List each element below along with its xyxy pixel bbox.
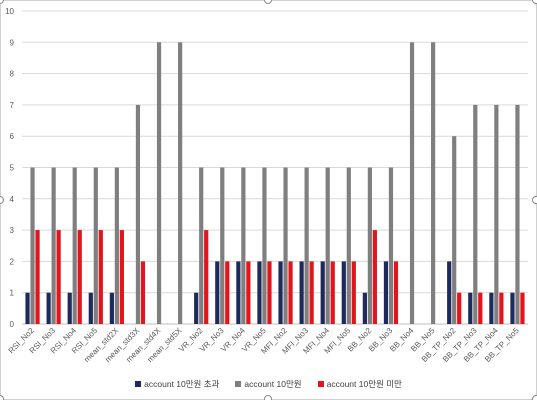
legend-label-over: account 10만원 초과 <box>144 379 220 389</box>
bar <box>30 167 35 324</box>
bar <box>383 261 389 324</box>
bar <box>299 261 304 324</box>
bar <box>309 261 314 324</box>
resize-handle[interactable] <box>264 0 272 4</box>
y-tick-label: 8 <box>10 70 15 79</box>
bar <box>409 42 415 325</box>
y-tick-label: 5 <box>10 164 15 173</box>
bar <box>278 261 283 324</box>
bar <box>156 42 162 325</box>
legend-label-equal: account 10만원 <box>244 379 302 389</box>
bar <box>452 136 457 324</box>
legend-item-equal: account 10만원 <box>235 378 302 390</box>
legend-swatch-under <box>317 381 324 387</box>
bar <box>320 261 325 324</box>
bar <box>51 167 56 324</box>
bar <box>77 230 82 324</box>
bar <box>178 42 183 325</box>
y-tick-label: 4 <box>10 195 15 204</box>
bar <box>494 104 499 325</box>
bar <box>478 292 483 324</box>
bar <box>225 261 230 324</box>
bar <box>267 261 272 324</box>
bar <box>220 167 225 324</box>
bar <box>431 42 436 325</box>
bar <box>288 261 293 324</box>
bar <box>346 167 351 324</box>
bar <box>199 167 204 324</box>
bar <box>135 104 141 325</box>
y-tick-label: 6 <box>10 132 15 141</box>
bar <box>56 230 61 324</box>
resize-handle[interactable] <box>264 395 272 400</box>
bar <box>204 230 209 324</box>
legend-item-over: account 10만원 초과 <box>135 378 219 390</box>
bar <box>330 261 335 324</box>
bar <box>457 292 462 324</box>
bar <box>510 292 515 324</box>
legend: account 10만원 초과 account 10만원 account 10만… <box>0 378 537 390</box>
legend-item-under: account 10만원 미만 <box>317 378 402 390</box>
y-tick-label: 7 <box>10 101 15 110</box>
bar <box>393 261 399 324</box>
bar <box>388 167 394 324</box>
resize-handle[interactable] <box>0 196 4 204</box>
bar <box>140 261 146 324</box>
bar <box>98 230 103 324</box>
bar <box>46 292 51 324</box>
bar <box>499 292 504 324</box>
bar <box>372 230 377 324</box>
bar <box>246 261 251 324</box>
bar <box>473 104 478 325</box>
bar <box>109 292 114 324</box>
bar <box>257 261 262 324</box>
bar <box>515 104 520 325</box>
bar <box>194 292 199 324</box>
resize-handle[interactable] <box>0 0 4 4</box>
bar <box>114 167 119 324</box>
bar <box>362 292 367 324</box>
y-tick-label: 1 <box>10 289 15 298</box>
bar <box>468 292 473 324</box>
bar <box>236 261 241 324</box>
bar <box>341 261 346 324</box>
bar <box>520 292 525 324</box>
bar <box>215 261 220 324</box>
bar <box>25 292 30 324</box>
y-axis-ticks: 0 1 2 3 4 5 6 7 8 9 10 <box>5 7 14 329</box>
bars <box>25 42 525 325</box>
resize-handle[interactable] <box>532 395 537 400</box>
y-tick-label: 9 <box>10 38 15 47</box>
resize-handle[interactable] <box>0 395 4 400</box>
bar <box>72 167 77 324</box>
bar <box>367 167 372 324</box>
y-tick-label: 10 <box>5 7 14 16</box>
bar <box>283 167 288 324</box>
bar <box>325 167 330 324</box>
bar <box>447 261 452 324</box>
y-tick-label: 2 <box>10 257 15 266</box>
bar <box>67 292 72 324</box>
bar <box>241 167 246 324</box>
resize-handle[interactable] <box>532 0 537 4</box>
bar <box>351 261 356 324</box>
y-tick-label: 0 <box>10 320 15 329</box>
legend-swatch-over <box>135 381 142 387</box>
y-tick-label: 3 <box>10 226 15 235</box>
bar <box>262 167 267 324</box>
bar <box>93 167 98 324</box>
legend-swatch-equal <box>235 381 242 387</box>
bar <box>489 292 494 324</box>
bar <box>88 292 93 324</box>
bar <box>304 167 309 324</box>
legend-label-under: account 10만원 미만 <box>326 379 402 389</box>
bar <box>35 230 40 324</box>
gridlines <box>22 10 528 325</box>
resize-handle[interactable] <box>532 196 537 204</box>
bar <box>119 230 124 324</box>
